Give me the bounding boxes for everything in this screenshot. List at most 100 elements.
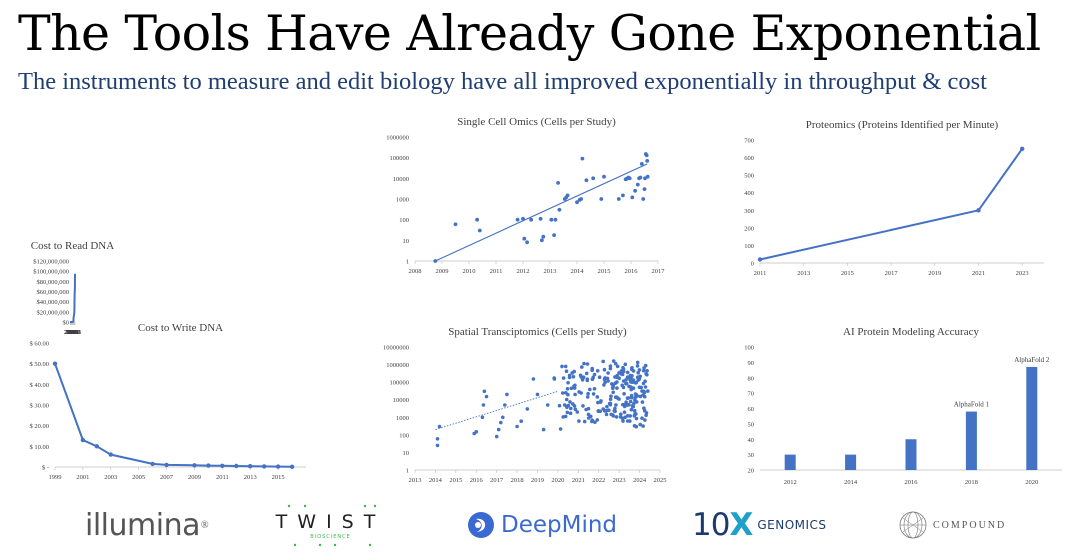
- data-point: [605, 404, 609, 409]
- page-subtitle: The instruments to measure and edit biol…: [18, 68, 987, 95]
- y-tick-label: 90: [748, 360, 755, 367]
- data-point: [614, 415, 619, 419]
- data-point: [640, 416, 644, 420]
- deepmind-icon: [468, 512, 494, 538]
- x-tick-label: 2003: [68, 329, 81, 336]
- x-tick-label: 2011: [66, 329, 79, 336]
- series-line: [759, 148, 1024, 261]
- data-point: [553, 217, 558, 222]
- data-point: [615, 380, 619, 384]
- data-point: [622, 410, 627, 414]
- data-point: [437, 424, 442, 429]
- x-tick-label: 2012: [784, 479, 797, 486]
- y-tick-label: 100: [399, 432, 409, 439]
- data-point: [976, 208, 981, 213]
- data-point: [635, 364, 640, 368]
- data-point: [568, 411, 573, 416]
- x-tick-label: 2017: [65, 329, 79, 336]
- data-point: [192, 463, 197, 468]
- y-tick-label: 10000: [393, 397, 409, 404]
- data-point: [614, 403, 618, 407]
- data-point: [627, 176, 632, 181]
- y-tick-label: 100000: [390, 155, 410, 162]
- data-point: [435, 437, 440, 441]
- data-point: [627, 384, 631, 389]
- x-tick-label: 2007: [67, 329, 81, 336]
- chart-cost-to-write-dna: Cost to Write DNA $ - $ 10.00 $ 20.00 $ 30.0…: [30, 322, 306, 481]
- x-tick-label: 2015: [65, 329, 78, 336]
- x-tick-label: 2001: [76, 474, 89, 481]
- data-point: [611, 390, 615, 395]
- data-point: [634, 424, 639, 429]
- x-tick-label: 2009: [188, 474, 201, 481]
- x-tick-label: 2023: [1016, 270, 1029, 277]
- data-point: [596, 409, 601, 413]
- data-point: [575, 410, 580, 414]
- x-tick-label: 2015: [272, 474, 285, 481]
- data-point: [535, 392, 540, 397]
- chart-title: Spatial Transciptomics (Cells per Study): [448, 326, 627, 338]
- chart-title: Proteomics (Proteins Identified per Minu…: [806, 119, 999, 131]
- data-point: [234, 463, 239, 469]
- data-point: [625, 419, 630, 423]
- data-point: [638, 422, 642, 427]
- data-point: [52, 361, 58, 366]
- y-tick-label: 50: [748, 421, 755, 428]
- data-point: [433, 259, 438, 263]
- data-point: [591, 392, 596, 396]
- data-point: [494, 434, 499, 439]
- data-point: [561, 376, 566, 380]
- y-tick-label: 0: [751, 261, 754, 268]
- data-point: [474, 430, 479, 434]
- data-point: [757, 257, 763, 262]
- data-point: [564, 369, 569, 373]
- x-tick-label: 2010: [463, 268, 476, 275]
- 10x-genomics-logo: 10 X GENOMICS: [692, 500, 827, 550]
- data-point: [625, 370, 630, 375]
- data-point: [629, 376, 633, 380]
- data-point: [635, 182, 640, 187]
- data-point: [563, 414, 568, 419]
- page-title: The Tools Have Already Gone Exponential: [18, 5, 1041, 62]
- data-point: [603, 376, 607, 380]
- data-point: [94, 444, 100, 449]
- data-point: [585, 395, 590, 399]
- y-tick-label: $20,000,000: [37, 309, 70, 316]
- data-point: [628, 414, 632, 418]
- data-point: [622, 404, 627, 409]
- bar: [845, 454, 857, 470]
- data-point: [562, 403, 567, 407]
- data-point: [633, 411, 637, 416]
- data-point: [563, 364, 568, 369]
- data-point: [590, 419, 594, 424]
- x-tick-label: 2016: [905, 479, 919, 486]
- data-point: [592, 372, 597, 377]
- data-point: [646, 389, 650, 393]
- data-point: [624, 381, 628, 386]
- data-point: [586, 416, 591, 420]
- data-point: [642, 366, 646, 370]
- compound-logo: COMPOUND: [898, 500, 1006, 550]
- data-point: [541, 427, 546, 432]
- data-point: [599, 197, 604, 201]
- data-point: [630, 404, 635, 408]
- data-point: [604, 412, 609, 417]
- data-point: [590, 366, 594, 371]
- data-point: [541, 234, 546, 239]
- data-point: [629, 393, 634, 398]
- data-point: [590, 377, 595, 381]
- data-point: [602, 174, 606, 179]
- data-point: [164, 462, 169, 468]
- data-point: [615, 364, 620, 369]
- data-point: [477, 228, 482, 233]
- x-tick-label: 2001: [69, 329, 82, 336]
- y-tick-label: 100: [744, 243, 754, 250]
- data-point: [637, 377, 642, 381]
- data-point: [619, 412, 623, 416]
- data-point: [626, 396, 631, 400]
- data-point: [644, 372, 648, 376]
- data-point: [633, 381, 638, 385]
- x-tick-label: 2014: [844, 479, 858, 486]
- data-point: [484, 394, 489, 399]
- y-tick-label: $ 20.00: [30, 423, 50, 430]
